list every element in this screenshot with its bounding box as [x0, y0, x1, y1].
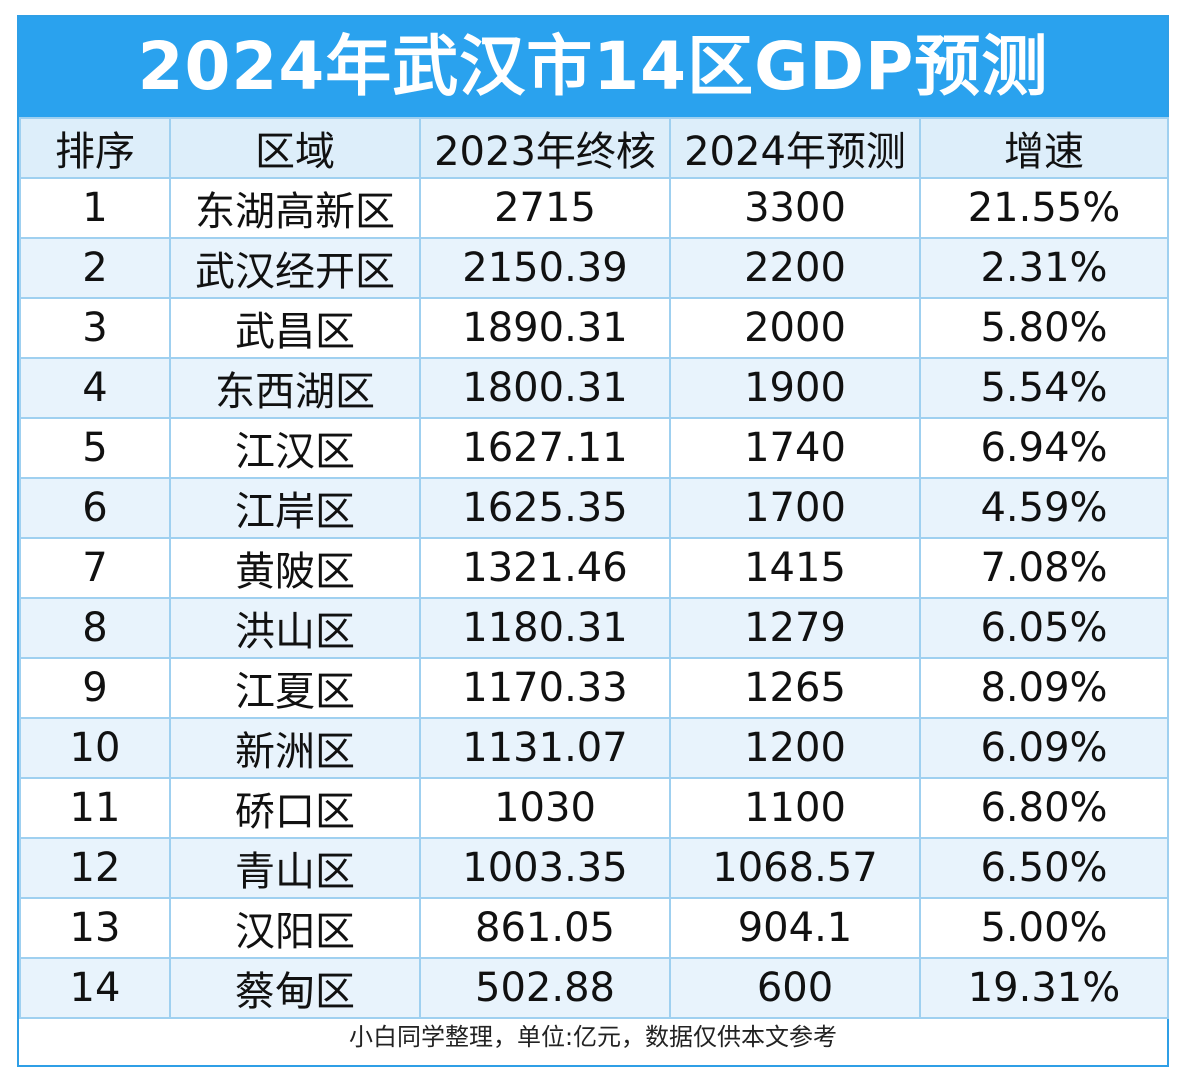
cell-rank: 3 — [19, 297, 171, 359]
cell-rank: 6 — [19, 477, 171, 539]
cell-district: 武汉经开区 — [169, 237, 421, 299]
table-row: 3 武昌区 1890.31 2000 5.80% — [19, 297, 1169, 359]
cell-gdp-2024: 1265 — [669, 657, 921, 719]
cell-growth: 8.09% — [919, 657, 1169, 719]
cell-gdp-2023: 861.05 — [419, 897, 671, 959]
cell-rank: 13 — [19, 897, 171, 959]
cell-gdp-2024: 1068.57 — [669, 837, 921, 899]
cell-gdp-2023: 1800.31 — [419, 357, 671, 419]
cell-district: 青山区 — [169, 837, 421, 899]
cell-growth: 6.09% — [919, 717, 1169, 779]
cell-district: 江岸区 — [169, 477, 421, 539]
cell-gdp-2023: 1030 — [419, 777, 671, 839]
table-row: 9 江夏区 1170.33 1265 8.09% — [19, 657, 1169, 719]
cell-growth: 6.50% — [919, 837, 1169, 899]
cell-district: 黄陂区 — [169, 537, 421, 599]
table-row: 13 汉阳区 861.05 904.1 5.00% — [19, 897, 1169, 959]
cell-district: 武昌区 — [169, 297, 421, 359]
cell-gdp-2024: 1415 — [669, 537, 921, 599]
header-gdp-2024: 2024年预测 — [669, 117, 921, 179]
cell-gdp-2023: 1890.31 — [419, 297, 671, 359]
cell-gdp-2024: 1700 — [669, 477, 921, 539]
cell-rank: 4 — [19, 357, 171, 419]
cell-district: 蔡甸区 — [169, 957, 421, 1019]
cell-growth: 19.31% — [919, 957, 1169, 1019]
table-row: 1 东湖高新区 2715 3300 21.55% — [19, 177, 1169, 239]
table-body: 1 东湖高新区 2715 3300 21.55% 2 武汉经开区 2150.39 2200 2.3… — [19, 177, 1169, 1019]
cell-growth: 6.94% — [919, 417, 1169, 479]
gdp-table: 排序 区域 2023年终核 2024年预测 增速 1 东湖高新区 2715 3300 2… — [19, 117, 1169, 1019]
cell-district: 汉阳区 — [169, 897, 421, 959]
footer-note: 小白同学整理，单位:亿元，数据仅供本文参考 — [348, 1023, 838, 1051]
table-row: 6 江岸区 1625.35 1700 4.59% — [19, 477, 1169, 539]
cell-district: 东湖高新区 — [169, 177, 421, 239]
table-row: 12 青山区 1003.35 1068.57 6.50% — [19, 837, 1169, 899]
cell-gdp-2024: 1900 — [669, 357, 921, 419]
cell-growth: 6.80% — [919, 777, 1169, 839]
cell-district: 江夏区 — [169, 657, 421, 719]
cell-gdp-2023: 1625.35 — [419, 477, 671, 539]
table-row: 7 黄陂区 1321.46 1415 7.08% — [19, 537, 1169, 599]
table-row: 2 武汉经开区 2150.39 2200 2.31% — [19, 237, 1169, 299]
cell-rank: 5 — [19, 417, 171, 479]
cell-district: 新洲区 — [169, 717, 421, 779]
cell-rank: 12 — [19, 837, 171, 899]
table-row: 10 新洲区 1131.07 1200 6.09% — [19, 717, 1169, 779]
header-district: 区域 — [169, 117, 421, 179]
cell-gdp-2023: 1321.46 — [419, 537, 671, 599]
cell-rank: 10 — [19, 717, 171, 779]
cell-gdp-2024: 1100 — [669, 777, 921, 839]
cell-district: 东西湖区 — [169, 357, 421, 419]
header-gdp-2023: 2023年终核 — [419, 117, 671, 179]
cell-gdp-2024: 1279 — [669, 597, 921, 659]
cell-rank: 7 — [19, 537, 171, 599]
cell-rank: 1 — [19, 177, 171, 239]
cell-growth: 6.05% — [919, 597, 1169, 659]
cell-growth: 5.00% — [919, 897, 1169, 959]
cell-rank: 9 — [19, 657, 171, 719]
cell-gdp-2023: 1627.11 — [419, 417, 671, 479]
cell-gdp-2023: 1131.07 — [419, 717, 671, 779]
table-row: 5 江汉区 1627.11 1740 6.94% — [19, 417, 1169, 479]
cell-growth: 2.31% — [919, 237, 1169, 299]
table-row: 14 蔡甸区 502.88 600 19.31% — [19, 957, 1169, 1019]
cell-rank: 2 — [19, 237, 171, 299]
cell-district: 洪山区 — [169, 597, 421, 659]
cell-growth: 5.80% — [919, 297, 1169, 359]
gdp-table-card: 2024年武汉市14区GDP预测 排序 区域 2023年终核 2024年预测 增… — [17, 15, 1169, 1067]
cell-growth: 7.08% — [919, 537, 1169, 599]
table-row: 4 东西湖区 1800.31 1900 5.54% — [19, 357, 1169, 419]
cell-district: 江汉区 — [169, 417, 421, 479]
page-title: 2024年武汉市14区GDP预测 — [19, 17, 1167, 117]
cell-gdp-2023: 1170.33 — [419, 657, 671, 719]
cell-growth: 21.55% — [919, 177, 1169, 239]
cell-growth: 5.54% — [919, 357, 1169, 419]
cell-gdp-2023: 502.88 — [419, 957, 671, 1019]
table-header-row: 排序 区域 2023年终核 2024年预测 增速 — [19, 117, 1169, 179]
cell-rank: 8 — [19, 597, 171, 659]
cell-gdp-2024: 3300 — [669, 177, 921, 239]
cell-gdp-2024: 2000 — [669, 297, 921, 359]
cell-gdp-2023: 1003.35 — [419, 837, 671, 899]
cell-rank: 11 — [19, 777, 171, 839]
cell-gdp-2024: 600 — [669, 957, 921, 1019]
cell-gdp-2023: 2715 — [419, 177, 671, 239]
cell-gdp-2024: 1200 — [669, 717, 921, 779]
header-rank: 排序 — [19, 117, 171, 179]
cell-gdp-2024: 904.1 — [669, 897, 921, 959]
cell-gdp-2023: 2150.39 — [419, 237, 671, 299]
cell-gdp-2023: 1180.31 — [419, 597, 671, 659]
table-row: 11 硚口区 1030 1100 6.80% — [19, 777, 1169, 839]
table-row: 8 洪山区 1180.31 1279 6.05% — [19, 597, 1169, 659]
cell-growth: 4.59% — [919, 477, 1169, 539]
cell-gdp-2024: 2200 — [669, 237, 921, 299]
cell-gdp-2024: 1740 — [669, 417, 921, 479]
cell-district: 硚口区 — [169, 777, 421, 839]
header-growth: 增速 — [919, 117, 1169, 179]
cell-rank: 14 — [19, 957, 171, 1019]
